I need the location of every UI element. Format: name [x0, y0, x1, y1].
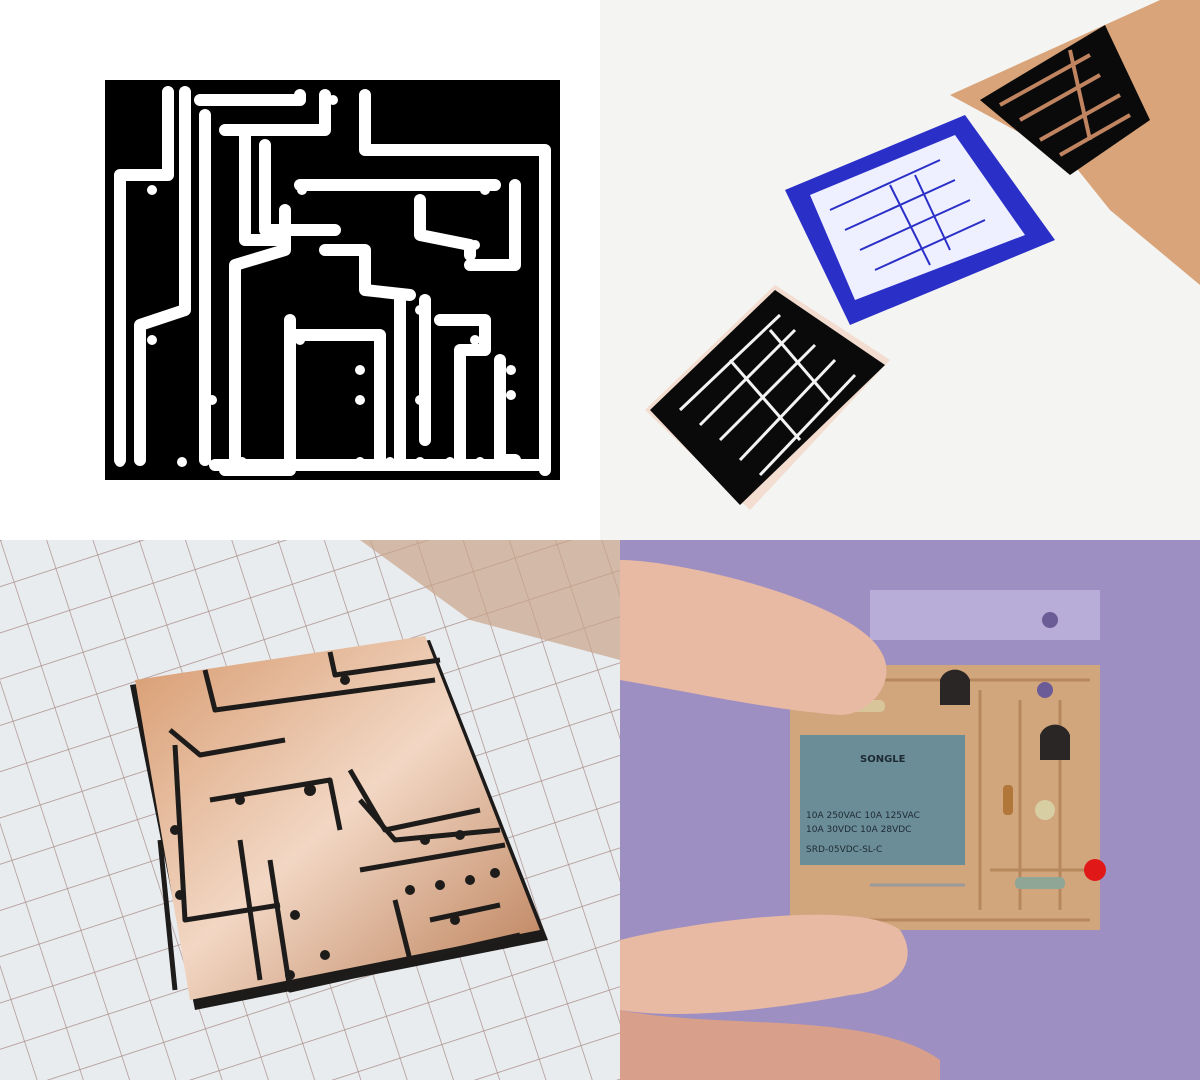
- relay-brand: SONGLE: [860, 754, 906, 765]
- drill-holes: [115, 95, 520, 467]
- black-toner-print: [650, 290, 885, 505]
- board-traces: [999, 49, 1131, 157]
- etched-board-panel: [0, 540, 620, 1080]
- pcb-layout-panel: [0, 0, 600, 540]
- transfer-film-window: [810, 135, 1025, 300]
- transistor-1: [940, 669, 970, 705]
- capacitor: [1035, 800, 1055, 820]
- pcb-layout-artwork: [105, 80, 560, 480]
- board-holes: [170, 675, 500, 980]
- assembled-module-panel: SONGLE 10A 250VAC 10A 125VAC 10A 30VDC 1…: [620, 540, 1200, 1080]
- transistor-2: [1040, 724, 1070, 760]
- print-traces: [678, 313, 857, 477]
- relay-rating-1: 10A 250VAC 10A 125VAC: [806, 811, 920, 821]
- mounting-hole: [1042, 612, 1058, 628]
- mounting-tab: [870, 590, 1100, 640]
- hand: [620, 1010, 940, 1080]
- isolation-gaps: [114, 86, 551, 476]
- copper-shadow: [360, 540, 620, 660]
- assembled-module-photo: SONGLE 10A 250VAC 10A 125VAC 10A 30VDC 1…: [620, 560, 1106, 1080]
- board-hole: [1037, 682, 1053, 698]
- relay-model: SRD-05VDC-SL-C: [806, 845, 882, 855]
- etched-traces: [157, 651, 521, 993]
- finger-top: [620, 560, 887, 715]
- toner-print-on-board: [980, 25, 1150, 175]
- red-led: [1084, 859, 1106, 881]
- etched-board-photo: [0, 540, 620, 1080]
- relay-rating-2: 10A 30VDC 10A 28VDC: [806, 825, 911, 835]
- toner-transfer-photo: [645, 0, 1200, 510]
- finger-bottom: [620, 914, 908, 1015]
- diode: [1003, 785, 1013, 815]
- film-traces: [829, 159, 986, 271]
- toner-transfer-panel: [600, 0, 1200, 540]
- resistor-bottom: [1015, 877, 1065, 889]
- relay-body: [800, 735, 965, 865]
